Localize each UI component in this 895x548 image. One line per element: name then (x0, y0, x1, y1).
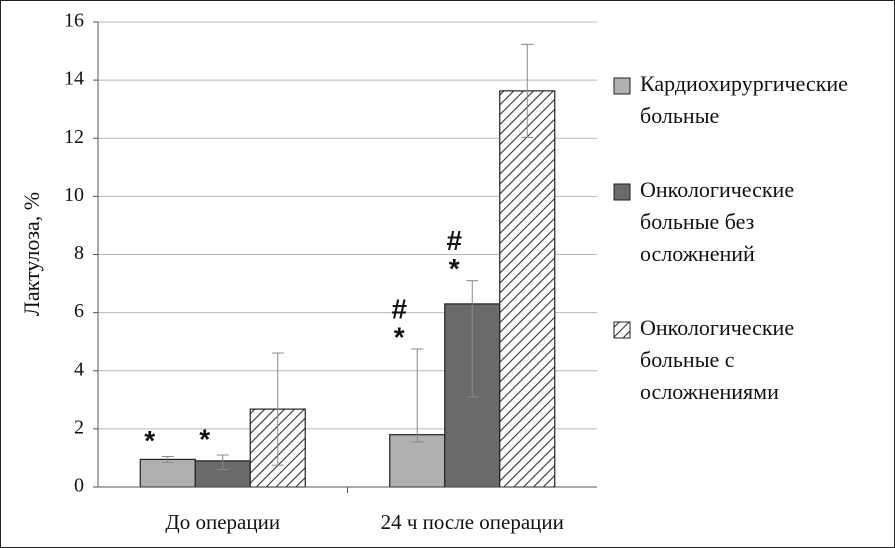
legend-swatch (613, 77, 631, 95)
y-tick-label: 2 (74, 416, 84, 438)
y-tick-label: 8 (74, 242, 84, 264)
significance-mark: # (391, 293, 407, 324)
legend-line: Онкологические (640, 177, 794, 202)
y-tick-label: 4 (74, 358, 84, 380)
legend-line: больные (640, 103, 719, 128)
y-tick-label: 14 (64, 68, 84, 90)
significance-mark: # (446, 225, 462, 256)
bar (499, 90, 556, 488)
y-tick-label: 10 (64, 184, 84, 206)
y-tick-label: 12 (64, 126, 84, 148)
bar (139, 458, 196, 488)
legend-line: больные с (640, 347, 735, 372)
significance-mark: * (144, 425, 155, 456)
legend-swatch (613, 183, 631, 201)
significance-mark: * (449, 253, 460, 284)
y-tick-label: 6 (74, 300, 84, 322)
significance-mark: * (199, 423, 210, 454)
significance-mark: * (394, 321, 405, 352)
x-tick-label: До операции (165, 510, 280, 534)
y-tick-label: 16 (64, 10, 84, 32)
legend-line: осложнениями (640, 379, 779, 404)
legend-label: Онкологические больные без осложнений (640, 177, 794, 266)
bar (389, 434, 446, 488)
legend-line: Онкологические (640, 315, 794, 340)
legend-swatch (613, 321, 631, 339)
x-tick-label: 24 ч после операции (381, 510, 564, 534)
y-tick-label: 0 (74, 475, 84, 497)
y-axis-label: Лактулоза, % (19, 192, 44, 316)
legend-label: Онкологические больные с осложнениями (640, 315, 794, 404)
legend-label: Кардиохирургические больные (640, 71, 848, 128)
legend-line: Кардиохирургические (640, 71, 848, 96)
legend-line: осложнений (640, 241, 755, 266)
legend-line: больные без (640, 209, 754, 234)
